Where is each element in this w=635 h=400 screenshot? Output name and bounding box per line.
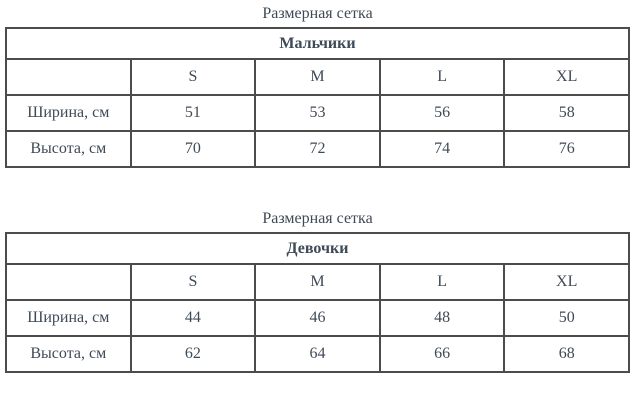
size-header-row-girls: S M L XL [5,263,630,301]
width-l-boys: 56 [378,94,506,132]
row-label-width-girls: Ширина, см [5,299,132,337]
row-label-height-boys: Высота, см [5,130,132,168]
height-m-girls: 64 [254,335,381,373]
size-chart-title-girls: Размерная сетка [262,210,373,227]
width-xl-girls: 50 [503,299,630,337]
size-header-s-boys: S [129,58,257,96]
width-m-boys: 53 [254,94,381,132]
size-chart-title-boys: Размерная сетка [262,5,373,22]
row-label-height-girls: Высота, см [5,335,132,373]
group-header-boys: Мальчики [5,27,630,60]
size-header-l-girls: L [378,263,506,301]
size-header-m-girls: M [254,263,381,301]
size-chart-page: Размерная сетка Мальчики S M L XL Ширина… [5,4,630,373]
width-m-girls: 46 [254,299,381,337]
height-m-boys: 72 [254,130,381,168]
width-s-boys: 51 [129,94,257,132]
height-xl-boys: 76 [503,130,630,168]
size-table-girls: Девочки S M L XL Ширина, см 44 46 48 50 [5,232,630,373]
row-label-width-boys: Ширина, см [5,94,132,132]
width-s-girls: 44 [129,299,257,337]
group-row-boys: Мальчики [5,27,630,60]
size-header-l-boys: L [378,58,506,96]
size-header-xl-girls: XL [503,263,630,301]
height-row-boys: Высота, см 70 72 74 76 [5,130,630,168]
corner-cell-boys [5,58,132,96]
width-row-boys: Ширина, см 51 53 56 58 [5,94,630,132]
group-row-girls: Девочки [5,232,630,265]
size-header-s-girls: S [129,263,257,301]
size-section-girls: Размерная сетка Девочки S M L XL Ширина,… [5,209,630,373]
width-l-girls: 48 [378,299,506,337]
corner-cell-girls [5,263,132,301]
size-section-boys: Размерная сетка Мальчики S M L XL Ширина… [5,4,630,168]
size-table-boys: Мальчики S M L XL Ширина, см 51 53 56 58 [5,27,630,168]
width-row-girls: Ширина, см 44 46 48 50 [5,299,630,337]
size-header-m-boys: M [254,58,381,96]
height-s-boys: 70 [129,130,257,168]
size-header-xl-boys: XL [503,58,630,96]
size-header-row-boys: S M L XL [5,58,630,96]
height-s-girls: 62 [129,335,257,373]
height-l-boys: 74 [378,130,506,168]
group-header-girls: Девочки [5,232,630,265]
height-row-girls: Высота, см 62 64 66 68 [5,335,630,373]
height-xl-girls: 68 [503,335,630,373]
width-xl-boys: 58 [503,94,630,132]
height-l-girls: 66 [378,335,506,373]
